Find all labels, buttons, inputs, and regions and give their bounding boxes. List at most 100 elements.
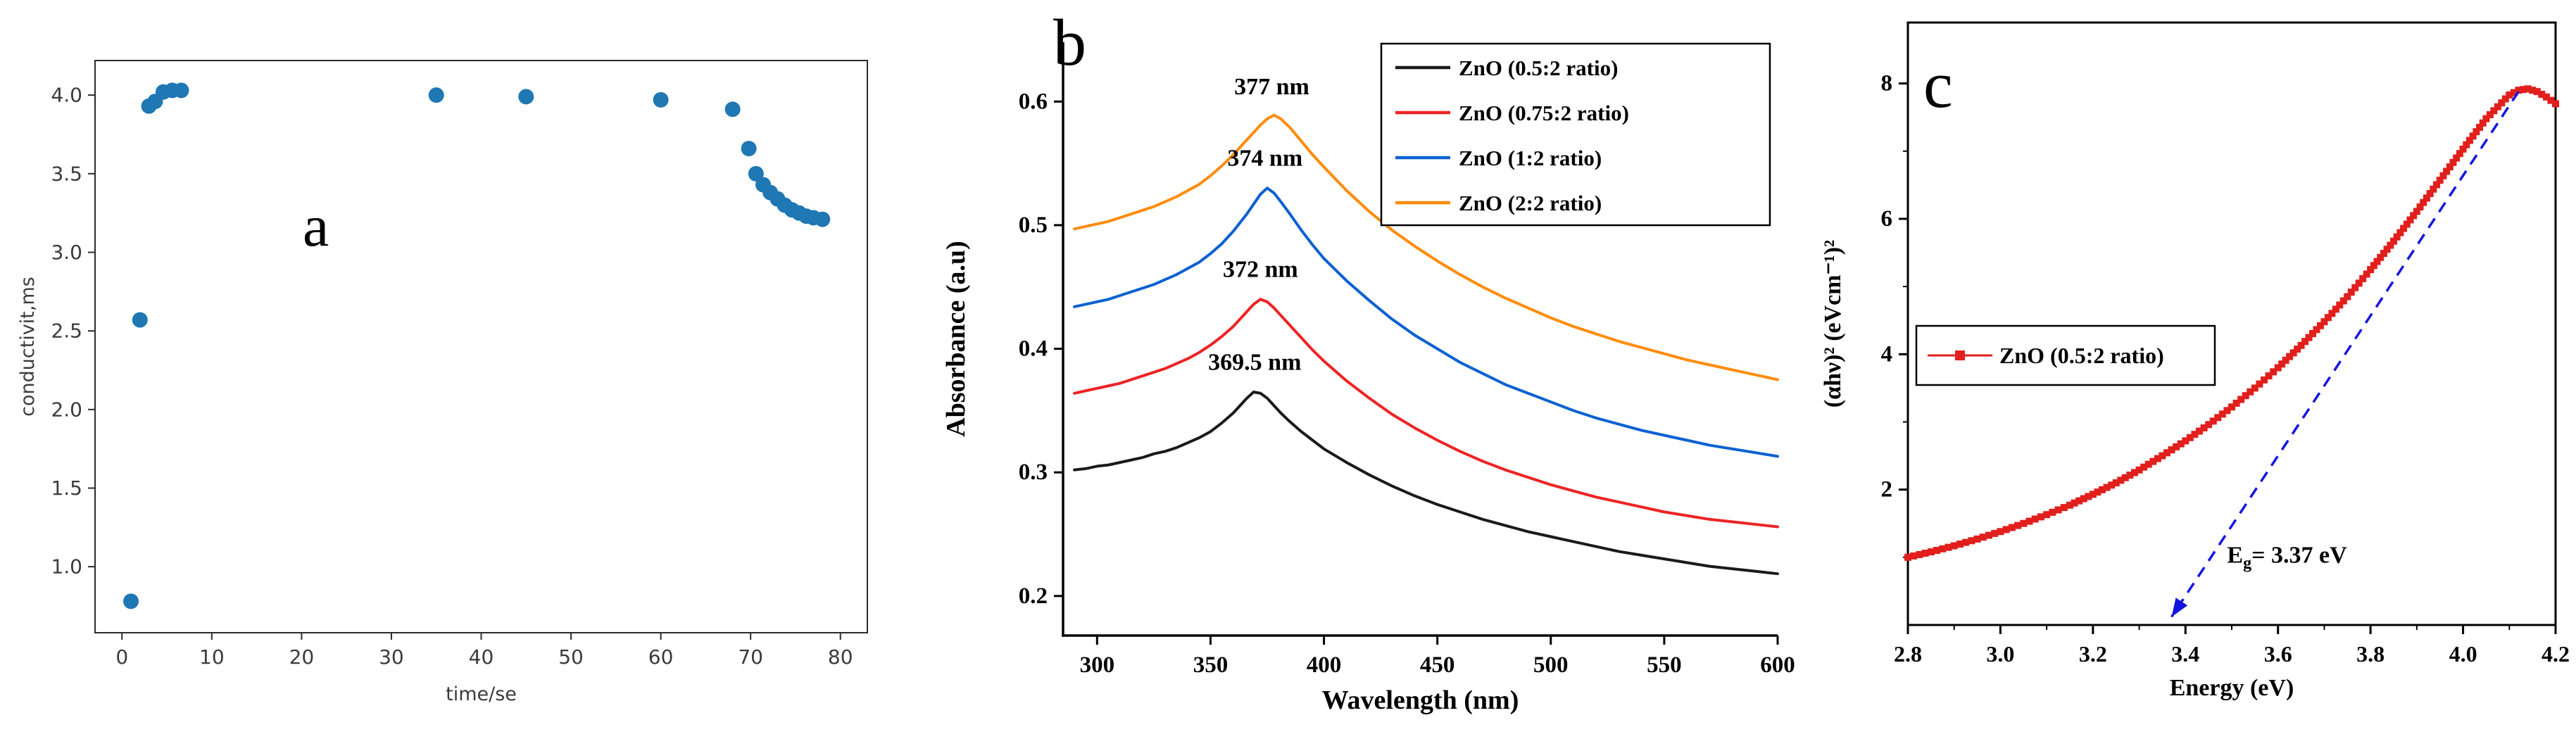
data-marker [2416, 203, 2424, 211]
data-marker [2538, 90, 2546, 98]
data-marker [2131, 469, 2138, 476]
data-marker [2494, 103, 2501, 110]
data-marker [2223, 407, 2231, 415]
data-marker [2232, 399, 2240, 407]
data-marker [2328, 310, 2336, 317]
data-marker [2363, 270, 2370, 278]
x-tick-label: 600 [1760, 652, 1795, 678]
data-marker [2552, 100, 2559, 108]
data-marker [2370, 262, 2377, 270]
data-marker [2413, 208, 2420, 215]
chart-a-canvas: 0 10 20 30 40 50 60 70 80 1.0 1.5 2.0 2.5 3.0 3.5 4.0 ti… [17, 60, 868, 705]
data-marker [2002, 526, 2010, 533]
series-line-1 [1073, 298, 1779, 529]
data-marker [2456, 150, 2463, 158]
y-tick-label: 3.5 [51, 162, 82, 185]
data-marker [2144, 460, 2152, 468]
data-marker [2433, 181, 2441, 189]
data-point [123, 593, 139, 609]
data-marker [2094, 488, 2101, 496]
band-gap-annotation: Eg= 3.37 eV [2227, 543, 2347, 573]
data-marker [2482, 115, 2490, 122]
data-marker [2383, 246, 2391, 253]
x-tick-label: 550 [1647, 652, 1682, 678]
data-marker [2126, 472, 2134, 479]
y-tick-label: 0.6 [1019, 89, 1048, 114]
data-marker [2316, 322, 2324, 329]
data-marker [2205, 421, 2213, 429]
data-marker [2177, 440, 2185, 448]
data-marker [2486, 110, 2494, 118]
x-tick-label: 0 [115, 645, 128, 669]
data-marker [2465, 137, 2473, 144]
data-marker [2449, 158, 2457, 166]
data-marker [2159, 452, 2166, 460]
data-marker [1944, 543, 1952, 551]
data-marker [2515, 87, 2522, 94]
data-marker [2410, 212, 2418, 220]
data-marker [2479, 119, 2487, 127]
data-marker [2344, 293, 2351, 301]
data-marker [2373, 258, 2381, 265]
data-marker [1973, 535, 1981, 543]
data-point [741, 141, 757, 157]
data-marker [2237, 396, 2245, 403]
data-marker [2332, 305, 2339, 313]
data-marker [1985, 531, 1992, 539]
legend-label: ZnO (0.75:2 ratio) [1459, 101, 1629, 125]
data-marker [2529, 87, 2537, 94]
y-tick-label: 0.2 [1019, 583, 1048, 609]
x-tick-label: 40 [469, 645, 494, 669]
peak-annotation: 369.5 nm [1208, 349, 1301, 375]
data-marker [2242, 392, 2249, 400]
series-line-2 [1073, 187, 1779, 458]
data-marker [2112, 479, 2120, 487]
data-marker [2320, 318, 2328, 326]
legend-box [1380, 42, 1771, 227]
data-marker [2014, 522, 2022, 529]
data-marker [2247, 388, 2254, 396]
data-marker [2289, 349, 2297, 357]
data-marker [1939, 545, 1947, 552]
data-marker [2060, 504, 2068, 512]
panel-a-letter: a [303, 194, 329, 259]
x-tick-label: 10 [199, 645, 225, 669]
data-marker [2324, 314, 2332, 322]
y-tick-label: 8 [1881, 71, 1893, 96]
data-marker [2393, 233, 2401, 241]
panel-a-conductivity-plot: 0 10 20 30 40 50 60 70 80 1.0 1.5 2.0 2.5 3.0 3.5 4.0 ti… [0, 0, 915, 739]
y-axis-label: Absorbance (a.u) [941, 241, 971, 437]
data-marker [1933, 546, 1941, 554]
data-marker [2154, 455, 2161, 462]
data-marker [2020, 519, 2028, 527]
x-tick-label: 3.8 [2356, 641, 2385, 667]
y-axis-label: (αhν)² (eVcm⁻¹)² [1820, 240, 1846, 408]
data-marker [2301, 338, 2309, 346]
data-marker [1916, 550, 1923, 558]
x-tick-label: 500 [1533, 652, 1569, 678]
data-marker [2459, 145, 2467, 153]
y-tick-label: 2 [1881, 477, 1893, 503]
legend-label: ZnO (0.5:2 ratio) [1459, 56, 1618, 80]
data-marker [2339, 297, 2347, 305]
data-marker [2347, 289, 2355, 296]
data-point [428, 87, 444, 103]
data-marker [2071, 499, 2078, 507]
data-marker [2387, 241, 2394, 249]
data-marker [2359, 274, 2367, 282]
data-marker [2423, 194, 2430, 202]
y-tick-label: 2.0 [51, 398, 82, 421]
data-marker [2469, 132, 2477, 140]
plot-frame [1906, 21, 2557, 626]
data-marker [2476, 123, 2484, 131]
data-marker [1956, 541, 1964, 548]
data-marker [2542, 93, 2550, 101]
data-marker [2025, 517, 2033, 525]
y-tick-label: 1.0 [51, 555, 82, 579]
data-marker [2443, 168, 2451, 175]
data-marker [2186, 434, 2194, 441]
data-marker [2501, 95, 2509, 103]
data-point [653, 91, 669, 108]
data-marker [2524, 85, 2532, 93]
